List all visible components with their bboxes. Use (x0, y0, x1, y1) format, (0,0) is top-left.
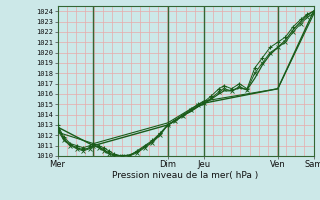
X-axis label: Pression niveau de la mer( hPa ): Pression niveau de la mer( hPa ) (112, 171, 259, 180)
